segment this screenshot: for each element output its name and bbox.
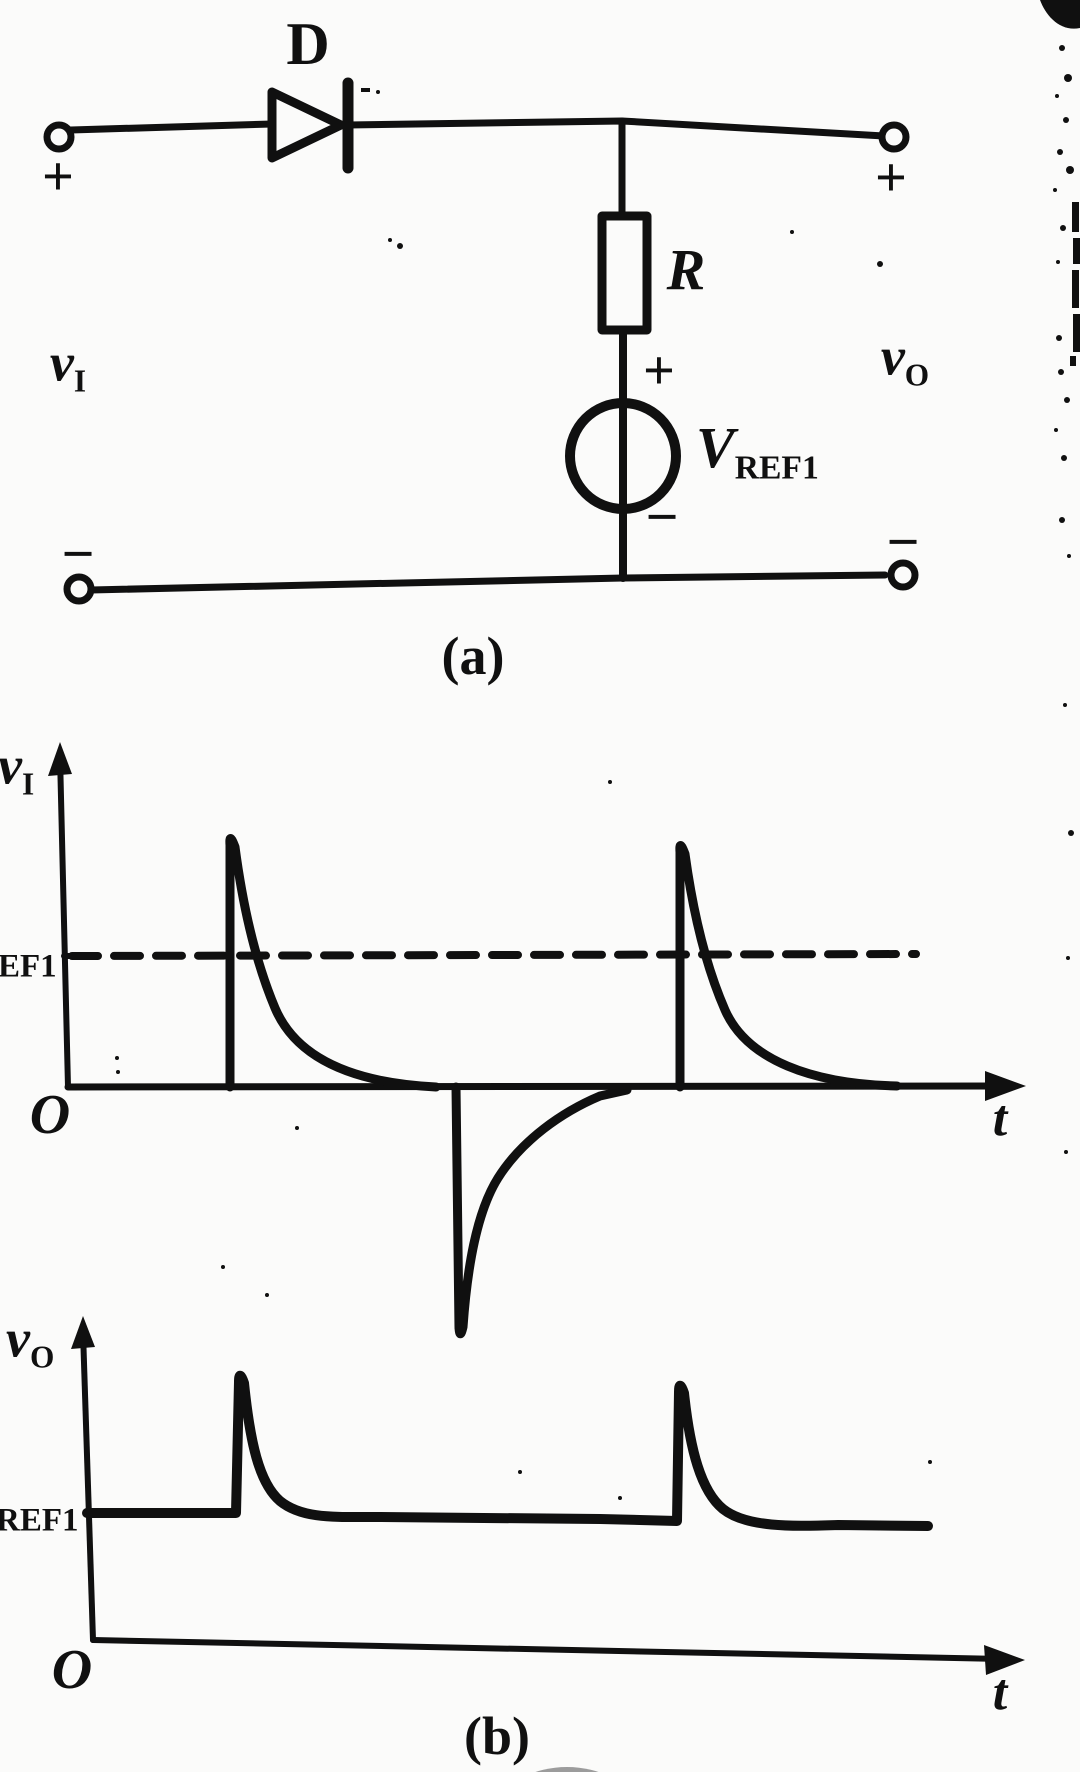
scan-noise xyxy=(115,0,1080,1772)
vi-plot-y-label: vI xyxy=(0,738,34,799)
vo-waveform xyxy=(82,1370,933,1531)
voltage-source-circle xyxy=(565,398,681,514)
output-voltage-sub: O xyxy=(904,357,930,393)
vo-x-axis-label: t xyxy=(992,1664,1008,1721)
source-voltage-label: VREF1 xyxy=(696,418,819,487)
plus-sign-output: + xyxy=(875,147,907,209)
vo-plot-y-base: v xyxy=(6,1308,30,1369)
vi-origin-label: O xyxy=(29,1084,71,1146)
vo-origin-label: O xyxy=(51,1639,93,1701)
terminal-top-right xyxy=(878,121,910,153)
terminal-bottom-right xyxy=(887,559,919,591)
source-voltage-base: V xyxy=(696,414,735,480)
minus-sign-output: − xyxy=(886,509,920,574)
vo-ref-level-label: REF1 xyxy=(0,1502,79,1539)
vo-y-axis-arrowhead xyxy=(71,1316,95,1349)
terminal-bottom-left xyxy=(63,573,95,605)
vi-plot-y-sub: I xyxy=(21,766,35,802)
resistor-label: R xyxy=(666,237,706,302)
plus-sign-input: + xyxy=(42,146,74,208)
input-voltage-base: v xyxy=(49,332,74,393)
diode-triangle xyxy=(267,87,346,163)
minus-sign-input: − xyxy=(61,521,95,586)
wire-top-left xyxy=(67,120,276,134)
plot-vi xyxy=(48,742,1026,1339)
output-voltage-base: v xyxy=(880,326,905,387)
input-voltage-label: vI xyxy=(50,335,86,396)
vi-plot-y-base: v xyxy=(0,735,22,796)
plus-sign-source: + xyxy=(643,340,675,402)
circuit-schematic xyxy=(43,77,919,605)
vo-y-axis xyxy=(80,1329,96,1643)
diode-label: D xyxy=(286,11,330,77)
wire-bottom xyxy=(87,571,889,594)
vo-plot-y-sub: O xyxy=(29,1339,55,1375)
caption-a: (a) xyxy=(441,626,505,686)
vi-ref-dashed-line xyxy=(68,950,920,960)
terminal-top-left xyxy=(43,121,75,153)
resistor-body xyxy=(597,211,652,335)
vo-x-axis-arrowhead xyxy=(984,1645,1025,1675)
wire-top-right xyxy=(344,117,888,140)
vo-plot-y-label: vO xyxy=(6,1311,54,1372)
input-voltage-sub: I xyxy=(73,363,87,399)
vo-x-axis xyxy=(90,1637,1005,1662)
vi-y-axis-arrowhead xyxy=(48,742,72,776)
noise-corner-blob xyxy=(1040,0,1080,29)
vi-ref-level-label: EF1 xyxy=(0,948,57,985)
plot-vo xyxy=(71,1316,1025,1675)
vi-negative-spike xyxy=(451,1082,632,1339)
vi-x-axis-label: t xyxy=(992,1090,1008,1147)
vi-pulse-1 xyxy=(225,834,441,1092)
source-voltage-sub: REF1 xyxy=(734,449,819,487)
vi-y-axis xyxy=(57,753,71,1090)
minus-sign-source: − xyxy=(645,484,679,549)
output-voltage-label: vO xyxy=(881,329,929,390)
caption-b: (b) xyxy=(464,1706,530,1766)
scanner-blob xyxy=(535,1767,599,1772)
vi-x-axis-arrowhead xyxy=(985,1071,1026,1101)
vi-pulse-2 xyxy=(675,841,902,1092)
